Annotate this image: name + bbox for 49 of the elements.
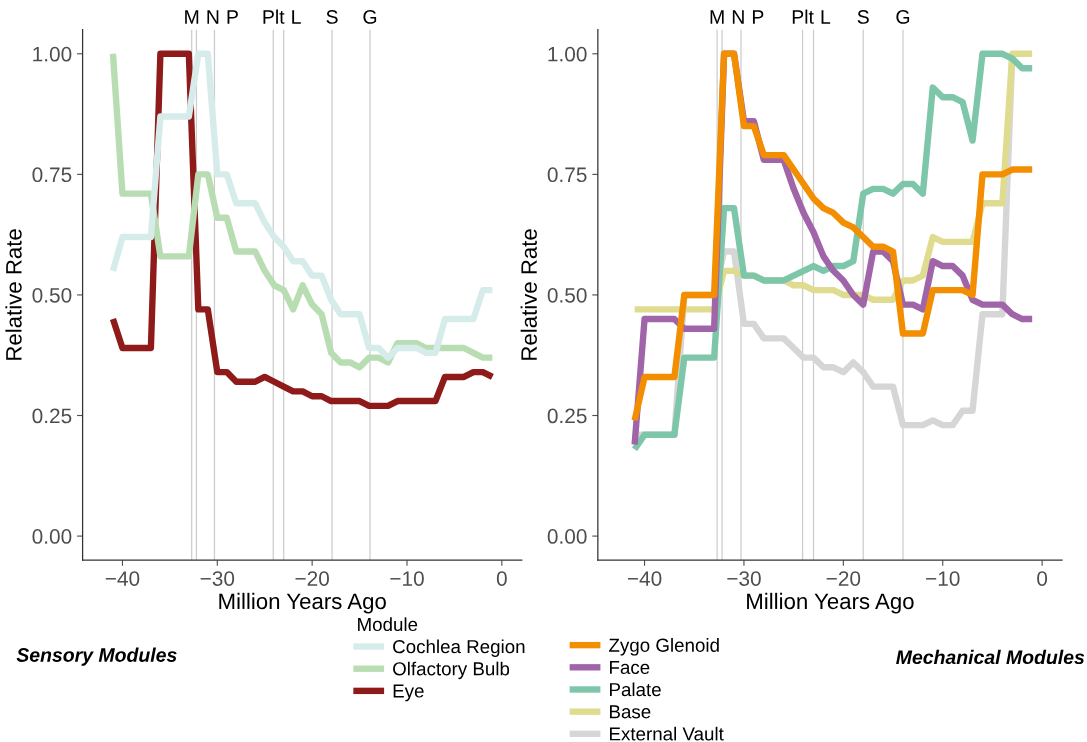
- y-tick-label: 0.75: [32, 167, 72, 183]
- x-tick-label: 0: [496, 571, 507, 586]
- legend-title: Module: [358, 617, 418, 632]
- x-tick-label: −30: [727, 571, 761, 586]
- x-tick-label: −40: [105, 571, 140, 586]
- ref-line-label: M: [710, 10, 724, 24]
- ref-line-label: L: [821, 10, 831, 24]
- x-axis-title: Million Years Ago: [219, 592, 386, 614]
- y-tick-label: 0.00: [547, 529, 587, 544]
- legend-label: Zygo Glenoid: [609, 638, 719, 656]
- y-tick-label: 0.75: [547, 167, 587, 183]
- legend-label: Base: [610, 705, 651, 719]
- y-tick-label: 1.00: [33, 46, 72, 62]
- y-axis-title: Relative Rate: [520, 229, 537, 360]
- x-tick-label: −20: [295, 571, 329, 586]
- legend-label: Face: [610, 660, 650, 675]
- ref-line-label: G: [896, 10, 910, 24]
- y-tick-label: 0.25: [32, 408, 72, 424]
- legend-label: Eye: [393, 684, 424, 702]
- ref-line-label: N: [207, 10, 219, 24]
- ref-line-label: Plt: [792, 9, 814, 24]
- x-tick-label: −40: [627, 571, 662, 586]
- ref-line-label: S: [857, 10, 869, 24]
- legend-label: Palate: [610, 682, 661, 697]
- ref-line-label: P: [227, 10, 238, 24]
- x-tick-label: −30: [200, 571, 235, 586]
- ref-line-label: P: [752, 10, 764, 24]
- ref-line-label: M: [185, 10, 199, 24]
- y-tick-label: 1.00: [548, 46, 587, 62]
- legend-label: External Vault: [610, 726, 724, 741]
- y-tick-label: 0.25: [547, 408, 587, 424]
- ref-line-label: G: [363, 10, 377, 24]
- ref-line-label: Plt: [263, 9, 285, 24]
- x-axis-title: Million Years Ago: [747, 592, 914, 614]
- ref-line-label: S: [326, 10, 338, 24]
- y-tick-label: 0.50: [32, 287, 72, 303]
- y-axis-title: Relative Rate: [5, 229, 22, 360]
- legend-label: Cochlea Region: [393, 639, 525, 657]
- x-tick-label: 0: [1037, 571, 1048, 586]
- y-tick-label: 0.00: [32, 529, 72, 544]
- legend-label: Olfactory Bulb: [393, 661, 510, 680]
- ref-line-label: N: [732, 10, 744, 24]
- y-tick-label: 0.50: [547, 287, 587, 303]
- x-tick-label: −10: [926, 571, 960, 586]
- ref-line-label: L: [292, 10, 301, 24]
- x-tick-label: −20: [826, 571, 861, 586]
- x-tick-label: −10: [390, 571, 424, 586]
- text: Mechanical Modules: [896, 649, 1085, 665]
- text: Sensory Modules: [16, 647, 177, 666]
